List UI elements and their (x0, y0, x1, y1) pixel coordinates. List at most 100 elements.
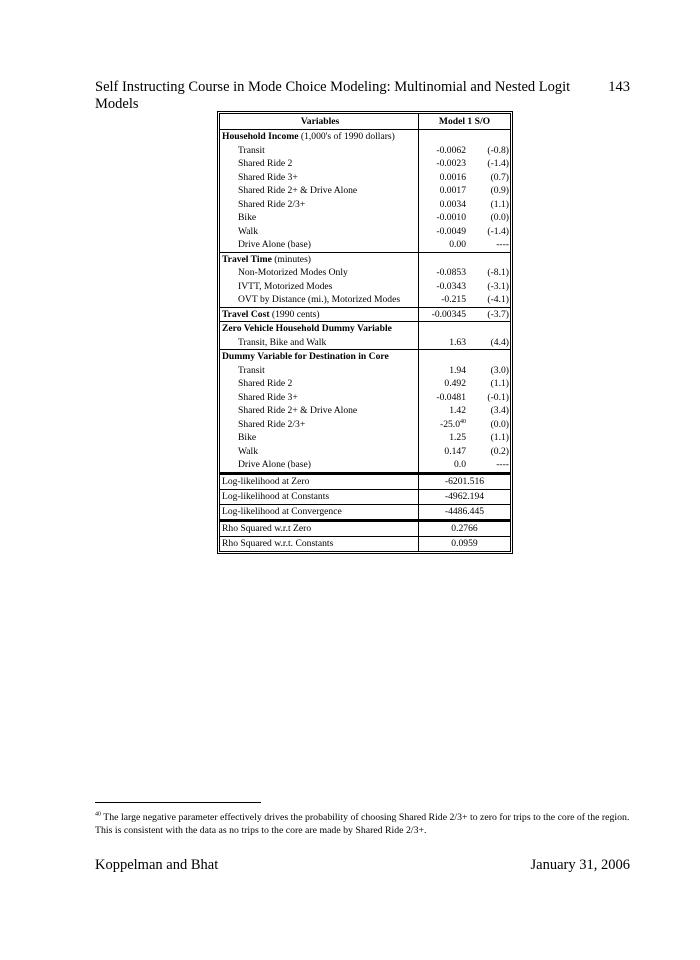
coefficient: -0.0010 (436, 212, 466, 223)
section-title: Zero Vehicle Household Dummy Variable (222, 323, 392, 334)
variable-label: Shared Ride 3+ (220, 170, 419, 184)
variable-label: Shared Ride 2+ & Drive Alone (220, 404, 419, 418)
t-statistic: (-1.4) (487, 225, 509, 237)
table-row: Transit -0.0062 (-0.8) (220, 143, 510, 157)
section-row: Travel Time (minutes) (220, 251, 510, 267)
table-row: Bike -0.0010 (0.0) (220, 211, 510, 225)
statistic-label: Log-likelihood at Convergence (220, 504, 419, 519)
t-statistic: (3.4) (490, 405, 509, 416)
table-row: Drive Alone (base) 0.00 ---- (220, 238, 510, 252)
section-title: Dummy Variable for Destination in Core (222, 351, 389, 362)
coefficient: 1.94 (449, 364, 466, 376)
rho-squared-row: Rho Squared w.r.t. Constants 0.0959 (220, 535, 510, 551)
row-values: -0.0481 (-0.1) (419, 391, 510, 405)
row-values: 0.492 (1.1) (419, 377, 510, 391)
t-statistic: (1.1) (490, 378, 509, 389)
t-statistic: (0.0) (490, 418, 509, 430)
t-statistic: (0.0) (490, 212, 509, 223)
table-row: Shared Ride 2+ & Drive Alone 0.0017 (0.9) (220, 184, 510, 198)
loglikelihood-row: Log-likelihood at Constants -4962.194 (220, 488, 510, 504)
variable-label: Shared Ride 2/3+ (220, 417, 419, 431)
section-unit: (1990 cents) (269, 308, 320, 320)
coefficient: -0.0062 (436, 144, 466, 156)
table-row: Shared Ride 2 -0.0023 (-1.4) (220, 157, 510, 171)
running-title: Self Instructing Course in Mode Choice M… (95, 79, 571, 112)
footnote-ref: 40 (460, 418, 466, 425)
coefficient: 0.0 (454, 459, 466, 470)
coefficient: -25.040 (440, 418, 466, 430)
t-statistic: (-4.1) (487, 294, 509, 305)
row-values: 1.42 (3.4) (419, 404, 510, 418)
section-row: Travel Cost (1990 cents) -0.00345 (-3.7) (220, 306, 510, 321)
variable-label: IVTT, Motorized Modes (220, 279, 419, 293)
variable-label: Shared Ride 3+ (220, 390, 419, 404)
coefficient: 0.00 (449, 239, 466, 250)
section-label: Travel Time (minutes) (220, 252, 419, 266)
t-statistic: ---- (496, 459, 509, 470)
footnote-text: The large negative parameter effectively… (95, 812, 630, 836)
row-values: 0.0017 (0.9) (419, 184, 510, 198)
section-label: Household Income (1,000's of 1990 dollar… (220, 130, 419, 144)
statistic-value: -4486.445 (444, 505, 485, 517)
table-row: OVT by Distance (mi.), Motorized Modes -0… (220, 293, 510, 307)
model-column-header: Model 1 S/O (438, 116, 491, 127)
t-statistic: (-0.8) (487, 144, 509, 156)
section-values (419, 253, 510, 267)
section-label: Zero Vehicle Household Dummy Variable (220, 322, 419, 336)
row-values: 0.0034 (1.1) (419, 198, 510, 212)
coefficient: -0.215 (441, 294, 466, 305)
row-values: 0.0016 (0.7) (419, 171, 510, 185)
variable-label: Transit, Bike and Walk (220, 335, 419, 349)
table-row: Drive Alone (base) 0.0 ---- (220, 458, 510, 472)
variable-label: Drive Alone (base) (220, 238, 419, 252)
coefficient: 1.25 (449, 432, 466, 443)
variable-label: Shared Ride 2 (220, 157, 419, 171)
section-label: Travel Cost (1990 cents) (220, 307, 419, 321)
t-statistic: (-3.7) (487, 308, 509, 320)
variable-label: Non-Motorized Modes Only (220, 266, 419, 280)
page-footer: Koppelman and Bhat January 31, 2006 (95, 857, 630, 874)
statistic-value: -4962.194 (444, 490, 485, 502)
variable-label: Shared Ride 2/3+ (220, 197, 419, 211)
variable-label: Walk (220, 444, 419, 458)
row-values: 1.25 (1.1) (419, 431, 510, 445)
table-row: Walk 0.147 (0.2) (220, 444, 510, 458)
t-statistic: (-1.4) (487, 158, 509, 169)
row-values: -0.0343 (-3.1) (419, 280, 510, 294)
row-values: -0.215 (-4.1) (419, 293, 510, 307)
coefficient: 0.492 (444, 378, 466, 389)
variable-label: Bike (220, 211, 419, 225)
t-statistic: (0.9) (490, 185, 509, 196)
statistic-label: Log-likelihood at Constants (220, 489, 419, 504)
row-values: -0.0049 (-1.4) (419, 225, 510, 239)
row-values: 0.0 ---- (419, 458, 510, 472)
section-unit: (1,000's of 1990 dollars) (298, 131, 395, 142)
footnote: 40 The large negative parameter effectiv… (95, 811, 635, 837)
section-row: Dummy Variable for Destination in Core (220, 349, 510, 364)
coefficient: -0.0023 (436, 158, 466, 169)
t-statistic: (1.1) (490, 432, 509, 443)
t-statistic: (3.0) (490, 364, 509, 376)
coefficient: 0.0034 (439, 198, 466, 210)
variables-column-header: Variables (220, 114, 419, 129)
statistic-label: Rho Squared w.r.t. Constants (220, 536, 419, 551)
coefficient: -0.0343 (436, 280, 466, 292)
coefficient: 0.147 (444, 445, 466, 457)
section-row: Zero Vehicle Household Dummy Variable (220, 321, 510, 336)
t-statistic: (0.2) (490, 445, 509, 457)
variable-label: Shared Ride 2 (220, 377, 419, 391)
table-row: Shared Ride 2/3+ 0.0034 (1.1) (220, 197, 510, 212)
row-values: -0.0853 (-8.1) (419, 266, 510, 280)
t-statistic: (4.4) (490, 336, 509, 348)
section-label: Dummy Variable for Destination in Core (220, 350, 419, 364)
row-values: -0.0010 (0.0) (419, 211, 510, 225)
table-row: Shared Ride 3+ 0.0016 (0.7) (220, 170, 510, 185)
t-statistic: (-8.1) (487, 267, 509, 278)
t-statistic: (1.1) (490, 198, 509, 210)
table-row: Walk -0.0049 (-1.4) (220, 224, 510, 239)
section-unit: (minutes) (271, 253, 311, 265)
table-row: Shared Ride 2/3+ -25.040 (0.0) (220, 417, 510, 431)
variable-label: Bike (220, 431, 419, 445)
section-values (419, 130, 510, 144)
variable-label: Walk (220, 224, 419, 238)
